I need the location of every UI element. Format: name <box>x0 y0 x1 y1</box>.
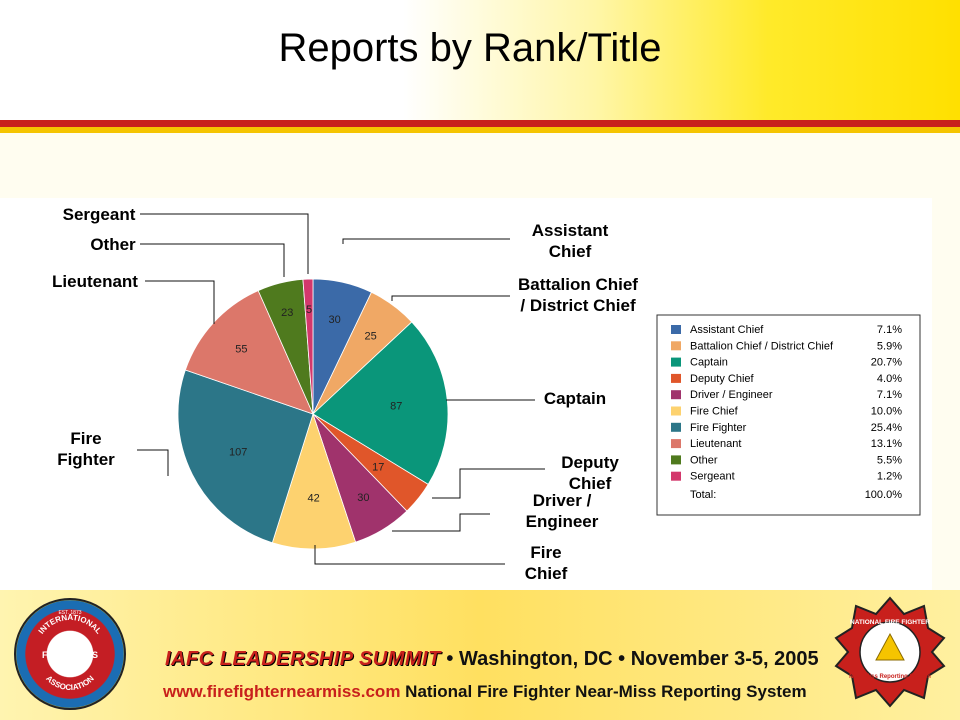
legend-swatch-sergeant <box>671 471 681 481</box>
callout-label-lieutenant: Lieutenant <box>52 272 138 291</box>
summit-line: IAFC LEADERSHIP SUMMIT • Washington, DC … <box>165 648 825 671</box>
legend-percent-other: 5.5% <box>877 454 902 466</box>
summit-brand: IAFC LEADERSHIP SUMMIT <box>165 648 441 670</box>
leader-line-battalion-chief-district-chief <box>391 295 510 301</box>
leader-line-lieutenant <box>145 280 215 324</box>
callout-label-assistant-chief: Assistant <box>532 221 609 240</box>
pie-chart: 30 25 87 17 30 42 107 55 23 5 Assistant Chief Battal… <box>52 205 921 583</box>
slide-title: Reports by Rank/Title <box>278 26 662 70</box>
legend-percent-captain: 20.7% <box>871 357 902 369</box>
slice-value-driver-engineer: 30 <box>357 492 369 504</box>
legend-percent-fire-chief: 10.0% <box>871 406 902 418</box>
slice-value-other: 23 <box>281 307 293 319</box>
svg-text:ASSOCIATION: ASSOCIATION <box>44 674 96 692</box>
legend-label-assistant-chief: Assistant Chief <box>690 324 764 336</box>
legend-swatch-deputy-chief <box>671 373 681 383</box>
legend-percent-lieutenant: 13.1% <box>871 438 902 450</box>
legend-swatch-battalion-chief-district-chief <box>671 341 681 351</box>
legend-label-driver-engineer: Driver / Engineer <box>690 389 773 401</box>
callout-label-driver-engineer: Engineer <box>526 512 599 531</box>
legend-total-percent: 100.0% <box>865 489 903 501</box>
legend-swatch-fire-fighter <box>671 422 681 432</box>
callout-label-deputy-chief: Chief <box>569 474 612 493</box>
legend-label-other: Other <box>690 454 718 466</box>
legend-percent-deputy-chief: 4.0% <box>877 373 902 385</box>
seal-text-est: EST. 1873 <box>58 610 81 616</box>
legend-percent-fire-fighter: 25.4% <box>871 422 902 434</box>
slice-value-fire-chief: 42 <box>307 493 319 505</box>
callout-label-fire-chief: Chief <box>525 564 568 583</box>
pie-slice-sergeant <box>302 278 314 415</box>
legend-percent-battalion-chief-district-chief: 5.9% <box>877 340 902 352</box>
cross-text-top: NATIONAL FIRE FIGHTER <box>850 619 930 626</box>
leader-line-fire-chief <box>314 545 505 565</box>
leader-line-assistant-chief <box>342 238 510 244</box>
callout-label-battalion-chief-district-chief: Battalion Chief <box>518 275 638 294</box>
legend-percent-driver-engineer: 7.1% <box>877 389 902 401</box>
pie-slice-fire-fighter <box>177 369 314 544</box>
footer-url-line: www.firefighternearmiss.com National Fir… <box>163 682 823 702</box>
legend-label-sergeant: Sergeant <box>690 471 735 483</box>
callout-label-fire-fighter: Fire <box>70 429 101 448</box>
slice-value-battalion-chief-district-chief: 25 <box>364 331 376 343</box>
near-miss-maltese-cross-icon: NATIONAL FIRE FIGHTER Near-Miss Reportin… <box>834 596 946 708</box>
header-band: Reports by Rank/Title <box>0 0 960 120</box>
legend-swatch-assistant-chief <box>671 325 681 334</box>
callout-label-deputy-chief: Deputy <box>561 453 619 472</box>
legend-label-lieutenant: Lieutenant <box>690 438 741 450</box>
legend-swatch-other <box>671 455 681 465</box>
footer-band: INTERNATIONAL ASSOCIATION FIRE CHIEFS ES… <box>0 590 960 720</box>
leader-line-sergeant <box>140 213 309 274</box>
legend-swatch-driver-engineer <box>671 390 681 400</box>
callout-label-sergeant: Sergeant <box>63 205 136 224</box>
pie-slice-fire-chief <box>271 412 357 550</box>
legend-label-fire-chief: Fire Chief <box>690 406 739 418</box>
callout-label-assistant-chief: Chief <box>549 242 592 261</box>
legend-percent-assistant-chief: 7.1% <box>877 324 902 336</box>
header-rule-red <box>0 120 960 127</box>
header-rule-yellow <box>0 127 960 133</box>
svg-text:INTERNATIONAL: INTERNATIONAL <box>37 613 104 636</box>
slice-value-fire-fighter: 107 <box>229 447 247 459</box>
leader-line-other <box>140 243 285 277</box>
seal-text-bottom: ASSOCIATION <box>44 674 96 692</box>
callout-label-fire-fighter: Fighter <box>57 450 115 469</box>
cross-text-bottom: Near-Miss Reporting System <box>849 674 931 680</box>
legend-label-deputy-chief: Deputy Chief <box>690 373 755 385</box>
chart-panel: 30 25 87 17 30 42 107 55 23 5 Assistant Chief Battal… <box>0 198 932 590</box>
legend-label-fire-fighter: Fire Fighter <box>690 422 747 434</box>
slice-value-lieutenant: 55 <box>235 343 247 355</box>
summit-details: • Washington, DC • November 3-5, 2005 <box>440 648 819 670</box>
leader-line-deputy-chief <box>432 468 545 499</box>
footer-url-link[interactable]: www.firefighternearmiss.com <box>163 682 401 701</box>
legend-label-captain: Captain <box>690 357 728 369</box>
legend-percent-sergeant: 1.2% <box>877 471 902 483</box>
legend-label-battalion-chief-district-chief: Battalion Chief / District Chief <box>690 340 834 352</box>
legend-swatch-lieutenant <box>671 439 681 449</box>
callout-label-fire-chief: Fire <box>530 543 561 562</box>
slice-value-deputy-chief: 17 <box>372 461 384 473</box>
slice-value-assistant-chief: 30 <box>328 314 340 326</box>
leader-line-fire-fighter <box>137 449 169 476</box>
callout-label-captain: Captain <box>544 389 606 408</box>
callout-label-other: Other <box>90 235 136 254</box>
seal-text-mid: FIRE CHIEFS <box>42 650 98 660</box>
legend-swatch-fire-chief <box>671 406 681 416</box>
slice-value-captain: 87 <box>390 401 402 413</box>
legend-swatch-captain <box>671 357 681 367</box>
slice-value-sergeant: 5 <box>306 304 312 316</box>
callout-label-battalion-chief-district-chief: / District Chief <box>520 296 636 315</box>
legend-total-label: Total: <box>690 489 716 501</box>
callout-label-driver-engineer: Driver / <box>533 491 592 510</box>
seal-text-top: INTERNATIONAL <box>37 613 104 636</box>
leader-line-driver-engineer <box>392 513 490 532</box>
legend-box <box>656 314 921 516</box>
iafc-seal-icon: INTERNATIONAL ASSOCIATION FIRE CHIEFS ES… <box>14 598 126 710</box>
footer-org-name: National Fire Fighter Near-Miss Reportin… <box>400 682 807 701</box>
